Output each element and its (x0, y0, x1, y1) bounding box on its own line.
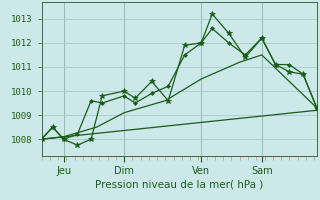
X-axis label: Pression niveau de la mer( hPa ): Pression niveau de la mer( hPa ) (95, 179, 263, 189)
